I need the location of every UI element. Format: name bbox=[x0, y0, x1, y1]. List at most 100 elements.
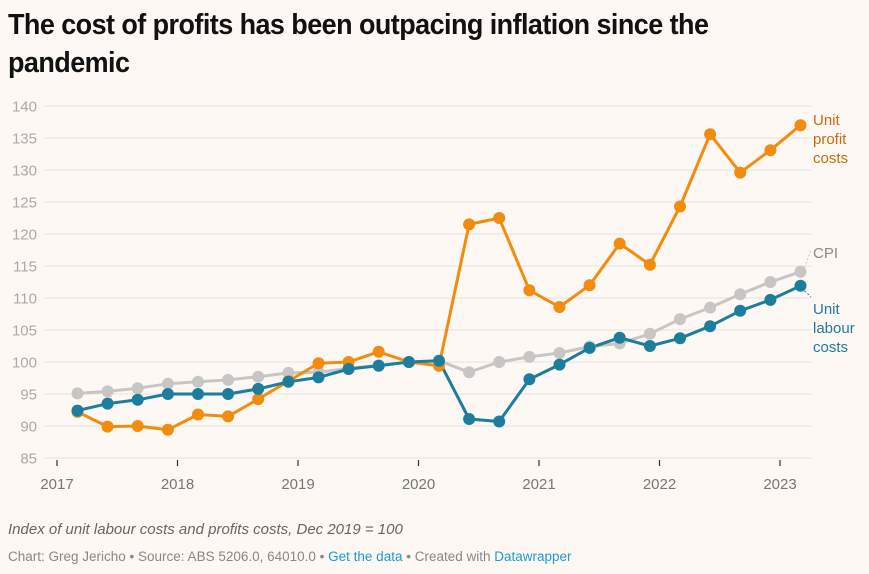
point-cpi bbox=[161, 377, 174, 390]
series-label-line: Unit bbox=[813, 301, 841, 318]
point-unit-profit-costs bbox=[794, 119, 807, 132]
point-cpi bbox=[764, 276, 777, 288]
gridlines bbox=[44, 105, 812, 459]
point-unit-profit-costs bbox=[764, 144, 777, 157]
point-unit-labour-costs bbox=[342, 363, 355, 375]
point-unit-labour-costs bbox=[523, 373, 536, 386]
y-tick-label: 85 bbox=[20, 451, 37, 468]
point-cpi bbox=[553, 347, 566, 359]
point-cpi bbox=[493, 356, 506, 368]
point-unit-labour-costs bbox=[192, 388, 204, 400]
series-label-line: CPI bbox=[813, 245, 838, 262]
chart-title: The cost of profits has been outpacing i… bbox=[8, 9, 709, 79]
x-tick-label: 2019 bbox=[281, 476, 314, 493]
series-label-unit-profit-costs: Unit profit costs bbox=[813, 112, 848, 167]
point-cpi bbox=[192, 375, 204, 388]
point-unit-labour-costs bbox=[71, 404, 84, 417]
y-tick-label: 125 bbox=[12, 195, 37, 212]
label-leader-unit-labour-costs bbox=[804, 290, 812, 298]
x-tick-label: 2020 bbox=[402, 476, 435, 493]
point-unit-profit-costs bbox=[704, 128, 717, 141]
series-label-line: costs bbox=[813, 150, 848, 167]
separator: • bbox=[125, 549, 139, 564]
point-unit-profit-costs bbox=[252, 393, 265, 406]
chart-notes: Index of unit labour costs and profits c… bbox=[8, 521, 403, 538]
x-tick-label: 2018 bbox=[161, 476, 194, 493]
point-unit-labour-costs bbox=[463, 413, 476, 425]
point-cpi bbox=[674, 313, 686, 326]
point-unit-labour-costs bbox=[704, 320, 717, 333]
point-unit-profit-costs bbox=[613, 237, 626, 250]
point-unit-profit-costs bbox=[643, 258, 656, 271]
point-unit-profit-costs bbox=[161, 423, 174, 436]
point-unit-labour-costs bbox=[794, 279, 807, 292]
point-cpi bbox=[101, 385, 114, 398]
point-cpi bbox=[794, 265, 807, 278]
point-unit-labour-costs bbox=[222, 388, 235, 400]
created-with-text: Created with bbox=[414, 549, 495, 564]
point-unit-labour-costs bbox=[583, 341, 596, 354]
point-unit-labour-costs bbox=[493, 415, 506, 428]
point-unit-labour-costs bbox=[402, 356, 415, 368]
point-unit-labour-costs bbox=[252, 382, 265, 395]
point-unit-profit-costs bbox=[734, 166, 747, 179]
point-unit-labour-costs bbox=[433, 354, 445, 367]
y-tick-label: 120 bbox=[12, 227, 37, 244]
y-tick-label: 105 bbox=[12, 323, 37, 340]
line-unit-profit-costs bbox=[76, 124, 802, 432]
datawrapper-link[interactable]: Datawrapper bbox=[494, 549, 572, 564]
y-tick-label: 115 bbox=[13, 259, 37, 276]
x-tick-label: 2021 bbox=[522, 476, 555, 493]
get-the-data-link[interactable]: Get the data bbox=[328, 549, 403, 564]
y-tick-label: 135 bbox=[12, 131, 37, 148]
x-axis: 2017 2018 2019 2020 2021 2022 2023 bbox=[40, 460, 797, 493]
series-label-line: costs bbox=[813, 339, 848, 356]
y-axis-labels: 85 90 95 100 105 110 115 120 125 130 135 140 bbox=[12, 99, 37, 468]
point-unit-profit-costs bbox=[674, 200, 686, 213]
point-unit-profit-costs bbox=[131, 420, 144, 432]
point-cpi bbox=[463, 366, 476, 379]
point-unit-labour-costs bbox=[161, 388, 174, 400]
y-tick-label: 95 bbox=[20, 387, 37, 404]
separator: • bbox=[402, 549, 415, 564]
point-unit-profit-costs bbox=[192, 408, 204, 421]
series-labels: CPI Unit labour costs Unit profit costs bbox=[804, 112, 855, 356]
label-leader-cpi bbox=[804, 249, 812, 268]
point-unit-profit-costs bbox=[493, 212, 506, 224]
point-unit-profit-costs bbox=[372, 345, 385, 358]
x-tick-label: 2022 bbox=[643, 476, 676, 493]
point-unit-profit-costs bbox=[101, 420, 114, 433]
y-tick-label: 130 bbox=[12, 163, 37, 180]
x-tick-label: 2023 bbox=[763, 476, 796, 493]
point-unit-profit-costs bbox=[553, 301, 566, 313]
point-unit-labour-costs bbox=[643, 340, 656, 352]
y-tick-label: 140 bbox=[12, 99, 37, 116]
point-unit-labour-costs bbox=[613, 331, 626, 344]
series-label-unit-labour-costs: Unit labour costs bbox=[813, 301, 855, 356]
y-tick-label: 100 bbox=[12, 355, 37, 372]
series-points bbox=[71, 119, 807, 436]
y-tick-label: 110 bbox=[13, 291, 37, 308]
point-unit-labour-costs bbox=[282, 375, 295, 388]
point-cpi bbox=[131, 382, 144, 395]
point-unit-profit-costs bbox=[523, 284, 536, 297]
chart-author: Chart: Greg Jericho bbox=[8, 549, 126, 564]
series-label-line: profit bbox=[813, 131, 847, 148]
point-unit-labour-costs bbox=[101, 397, 114, 410]
point-unit-labour-costs bbox=[764, 293, 777, 306]
point-unit-profit-costs bbox=[222, 410, 235, 423]
point-unit-labour-costs bbox=[674, 332, 686, 345]
point-cpi bbox=[71, 387, 84, 400]
chart-source: Source: ABS 5206.0, 64010.0 bbox=[138, 549, 316, 564]
separator: • bbox=[315, 549, 329, 564]
point-cpi bbox=[222, 373, 235, 386]
series-label-cpi: CPI bbox=[813, 245, 838, 262]
series-label-line: labour bbox=[813, 320, 855, 337]
point-unit-labour-costs bbox=[734, 304, 747, 317]
point-cpi bbox=[282, 366, 295, 379]
point-unit-labour-costs bbox=[553, 358, 566, 371]
point-unit-labour-costs bbox=[312, 371, 325, 384]
point-unit-labour-costs bbox=[131, 393, 144, 406]
point-unit-profit-costs bbox=[463, 218, 476, 231]
